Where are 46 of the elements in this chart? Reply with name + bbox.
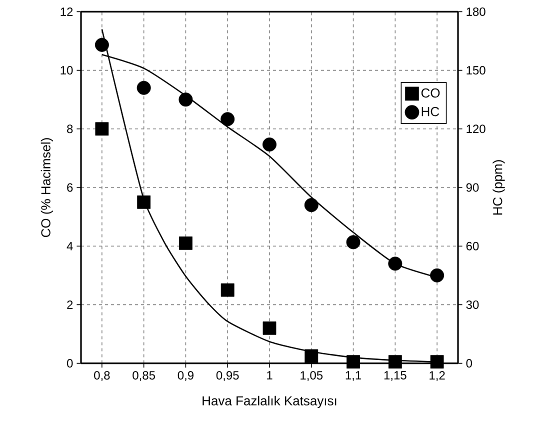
y2-tick-label: 30 <box>466 300 479 309</box>
point <box>304 349 318 363</box>
point <box>178 92 193 107</box>
x-tick-label: 0,95 <box>216 371 239 382</box>
point <box>94 38 109 52</box>
point <box>220 283 234 297</box>
point <box>304 198 318 212</box>
y2-tick-label: 60 <box>466 242 479 250</box>
y-tick-label: 12 <box>60 8 73 16</box>
x-tick-label: 1,1 <box>346 371 362 381</box>
y-tick-label: 4 <box>66 242 73 250</box>
point <box>262 321 276 335</box>
point <box>430 355 444 369</box>
x-axis-title: Hava Fazlalık Katsayısı <box>202 396 336 408</box>
point <box>262 138 277 152</box>
y2-tick-label: 90 <box>466 183 479 192</box>
point <box>388 256 402 271</box>
y2-tick-label: 180 <box>466 7 486 16</box>
x-tick-label: 0,9 <box>178 371 194 382</box>
y-axis-title: CO (% Hacimsel) <box>40 138 53 238</box>
point <box>179 236 192 250</box>
y2-tick-label: 0 <box>466 359 472 368</box>
x-tick-label: 0,85 <box>132 371 155 382</box>
y2-tick-label: 120 <box>466 124 486 134</box>
x-tick-label: 1,15 <box>384 371 406 381</box>
legend-label: CO <box>421 88 440 98</box>
y-tick-label: 0 <box>66 359 73 368</box>
point <box>346 355 360 369</box>
y-tick-label: 10 <box>60 66 73 75</box>
y2-axis-title: HC (ppm) <box>492 160 505 215</box>
y-tick-label: 8 <box>67 124 73 134</box>
point <box>220 112 235 126</box>
y-tick-label: 6 <box>67 183 73 192</box>
point <box>346 235 360 250</box>
x-tick-label: 1,2 <box>430 371 445 382</box>
x-tick-label: 0,8 <box>94 371 110 382</box>
y2-tick-label: 150 <box>466 66 486 75</box>
point <box>430 268 444 282</box>
x-tick-label: 1 <box>267 371 272 380</box>
point <box>95 122 109 136</box>
y-tick-label: 2 <box>67 300 73 309</box>
legend-label: HC <box>422 106 440 116</box>
point <box>388 355 402 369</box>
point <box>136 80 151 95</box>
point <box>137 195 151 209</box>
x-tick-label: 1,05 <box>300 371 323 382</box>
